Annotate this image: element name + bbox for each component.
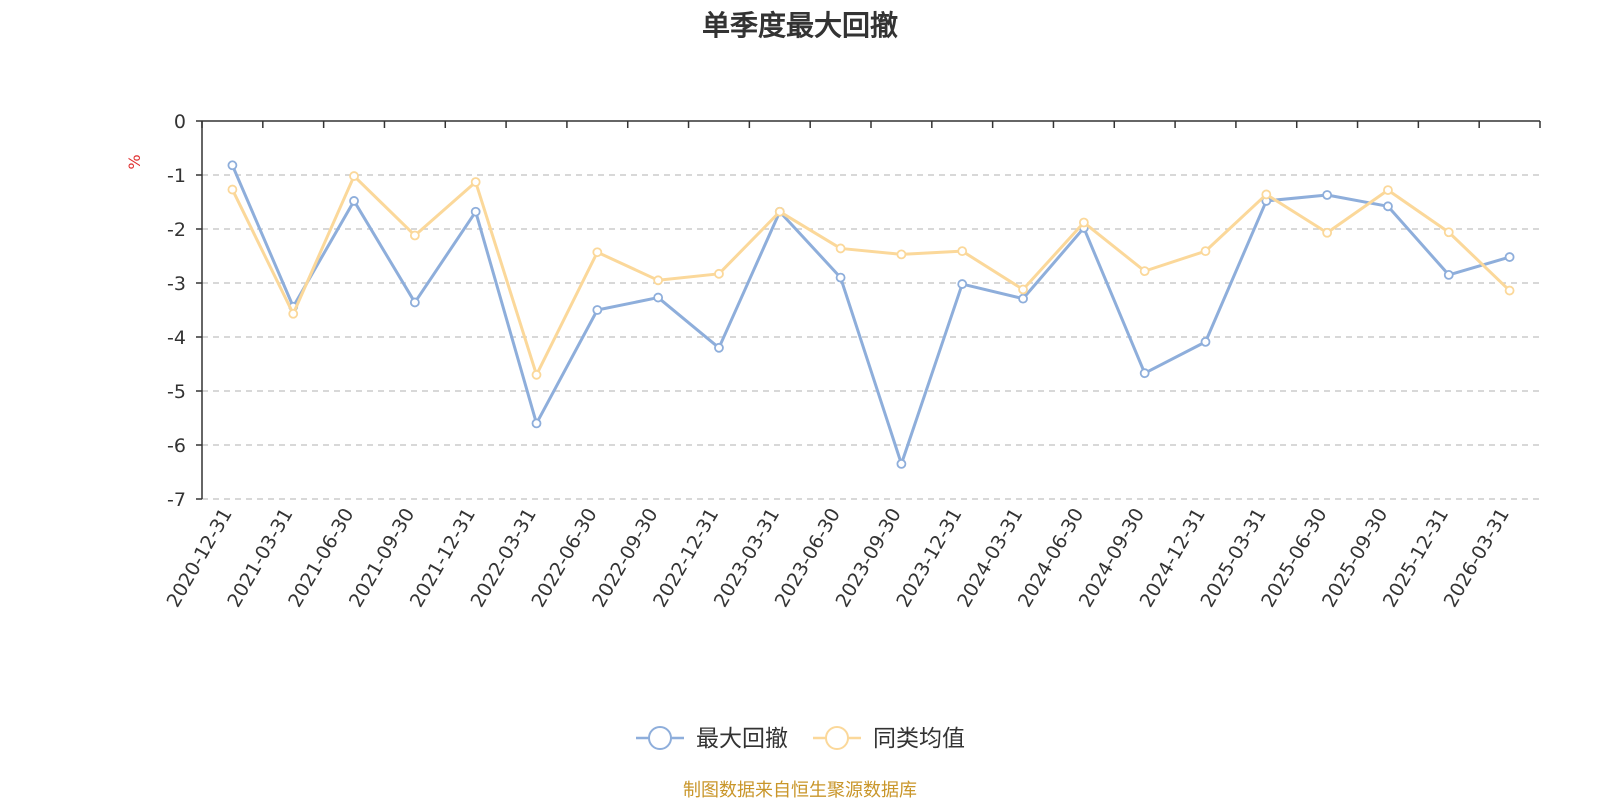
data-point [349, 171, 359, 181]
data-point [1504, 252, 1515, 262]
data-point [1443, 269, 1454, 280]
y-tick-label: 0 [174, 111, 186, 133]
data-point [774, 206, 785, 217]
data-point [1200, 246, 1211, 257]
data-point [1443, 227, 1454, 238]
series-line [231, 174, 1511, 377]
data-point [1200, 336, 1211, 347]
series-layer [227, 160, 1515, 469]
data-point [1261, 189, 1272, 200]
data-point [896, 458, 907, 469]
series-line [231, 164, 1511, 466]
data-point [1139, 368, 1150, 379]
chart-title: 单季度最大回撤 [701, 9, 898, 42]
data-point [409, 230, 420, 241]
series-2 [227, 171, 1515, 380]
data-point [1383, 201, 1393, 212]
data-point [653, 275, 664, 286]
grid-lines [202, 174, 1540, 500]
y-tick-label: -1 [167, 165, 186, 187]
data-point [835, 243, 846, 254]
data-point [592, 305, 603, 315]
legend-marker-icon [825, 726, 849, 750]
data-point [1018, 284, 1028, 295]
data-point [288, 308, 299, 319]
legend-item-1: 最大回撤 [636, 726, 788, 752]
legend-marker-icon [648, 726, 672, 750]
legend-label: 最大回撤 [696, 726, 788, 752]
data-point [835, 272, 846, 283]
data-point [896, 249, 907, 260]
y-tick-label: -3 [167, 273, 186, 295]
data-point [531, 369, 542, 380]
data-point [714, 342, 724, 353]
data-point [227, 184, 238, 195]
series-1 [227, 160, 1515, 469]
data-point [592, 247, 603, 258]
data-point [957, 246, 968, 257]
data-point [1078, 217, 1089, 228]
axes: 0-1-2-3-4-5-6-7%2020-12-312021-03-312021… [125, 111, 1541, 612]
y-tick-label: -5 [167, 381, 186, 403]
y-axis-unit: % [125, 154, 144, 169]
data-source-note: 制图数据来自恒生聚源数据库 [683, 780, 917, 801]
legend-label: 同类均值 [873, 726, 965, 752]
data-point [227, 160, 238, 171]
data-point [470, 177, 481, 187]
data-point [653, 292, 664, 303]
y-tick-label: -6 [167, 435, 186, 457]
data-point [1018, 293, 1028, 304]
data-point [1504, 285, 1515, 296]
x-tick-label: 2026-03-31 [1440, 505, 1514, 612]
data-point [957, 279, 968, 289]
data-point [349, 196, 359, 206]
data-point [470, 206, 481, 217]
data-point [714, 268, 724, 279]
legend-item-2: 同类均值 [813, 726, 965, 752]
y-tick-label: -4 [167, 327, 186, 349]
data-point [531, 418, 542, 429]
y-tick-label: -7 [167, 489, 186, 511]
y-tick-label: -2 [167, 219, 186, 241]
data-point [1322, 190, 1333, 200]
data-point [409, 297, 420, 308]
legend: 最大回撤 同类均值 [636, 726, 965, 752]
data-point [1383, 185, 1393, 196]
data-point [1139, 266, 1150, 277]
data-point [1322, 227, 1333, 238]
